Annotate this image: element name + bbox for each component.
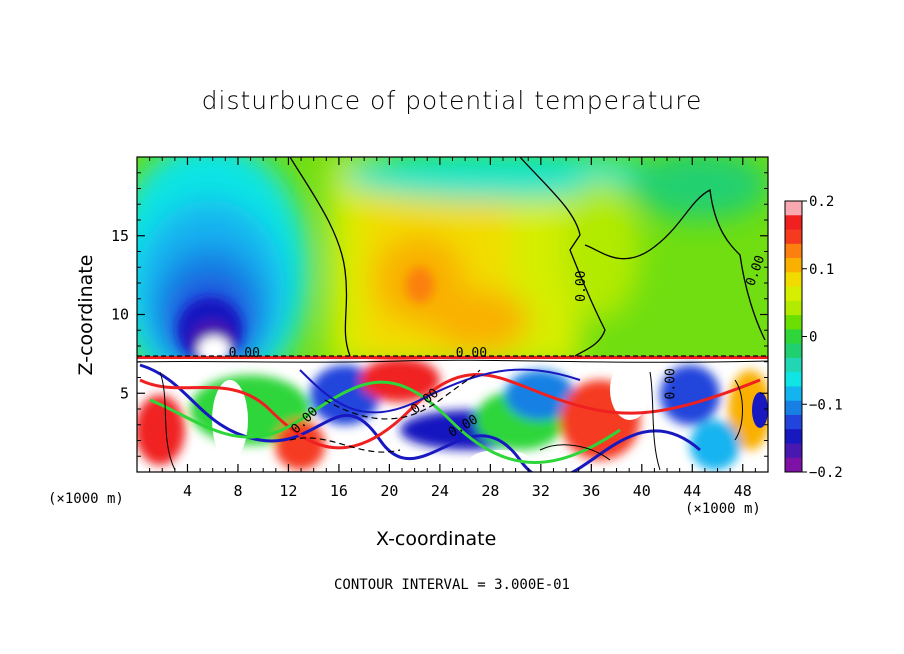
x-tick-label: 12	[279, 482, 297, 500]
y-tick-label: 15	[111, 227, 129, 245]
colorbar-swatch	[785, 400, 802, 416]
colorbar-swatch	[785, 300, 802, 316]
potential-temperature-field	[137, 157, 768, 472]
colorbar-swatch	[785, 243, 802, 259]
x-tick-label: 8	[233, 482, 242, 500]
colorbar-swatch	[785, 372, 802, 387]
contour-label: 0.00	[229, 346, 260, 361]
x-tick-label: 24	[431, 482, 449, 500]
y-tick-label: 5	[120, 384, 129, 402]
x-tick-label: 4	[183, 482, 192, 500]
colorbar-tick-label: 0.1	[809, 262, 834, 278]
x-axis-label: X-coordinate	[376, 528, 497, 550]
colorbar-swatch	[785, 457, 802, 473]
x-tick-label: 16	[330, 482, 348, 500]
contour-interval-note: CONTOUR INTERVAL = 3.000E-01	[333, 577, 570, 593]
x-tick-label: 36	[582, 482, 600, 500]
colorbar-tick-label: −0.1	[809, 397, 843, 413]
colorbar-swatch	[785, 329, 802, 345]
colorbar-tick-label: −0.2	[809, 465, 843, 481]
colorbar-swatch	[785, 343, 802, 359]
colorbar-tick-label: 0	[809, 330, 817, 346]
contour-label: 0.00	[456, 346, 487, 361]
colorbar-tick-label: 0.2	[809, 194, 834, 210]
x-tick-label: 28	[481, 482, 499, 500]
x-unit-label-right: (×1000 m)	[685, 501, 761, 517]
chart-title: disturbunce of potential temperature	[201, 86, 703, 115]
colorbar: 0.2 0.1 0 −0.1 −0.2	[784, 194, 843, 481]
colorbar-swatch	[785, 201, 802, 216]
colorbar-swatch	[785, 429, 802, 444]
x-unit-label-left: (×1000 m)	[48, 491, 124, 507]
x-tick-label: 20	[380, 482, 398, 500]
contour-label: 0.00	[574, 270, 589, 301]
y-tick-label: 10	[111, 306, 129, 324]
colorbar-swatch	[785, 215, 802, 231]
x-axis: 4 8 12 16 20 24 28 32 36 40 44 48	[149, 157, 756, 500]
colorbar-swatch	[785, 386, 802, 402]
x-tick-label: 40	[633, 482, 651, 500]
y-axis: 5 10 15	[111, 172, 768, 457]
colorbar-swatch	[785, 443, 802, 459]
colorbar-swatch	[785, 272, 802, 288]
x-tick-label: 32	[532, 482, 550, 500]
colorbar-swatch	[785, 258, 802, 273]
colorbar-swatch	[785, 357, 802, 373]
contour-label: 0.00	[664, 368, 679, 399]
colorbar-swatch	[785, 286, 802, 302]
colorbar-swatch	[785, 315, 802, 330]
x-tick-label: 44	[683, 482, 701, 500]
x-tick-label: 48	[734, 482, 752, 500]
colorbar-swatch	[785, 414, 802, 430]
colorbar-swatch	[785, 229, 802, 245]
